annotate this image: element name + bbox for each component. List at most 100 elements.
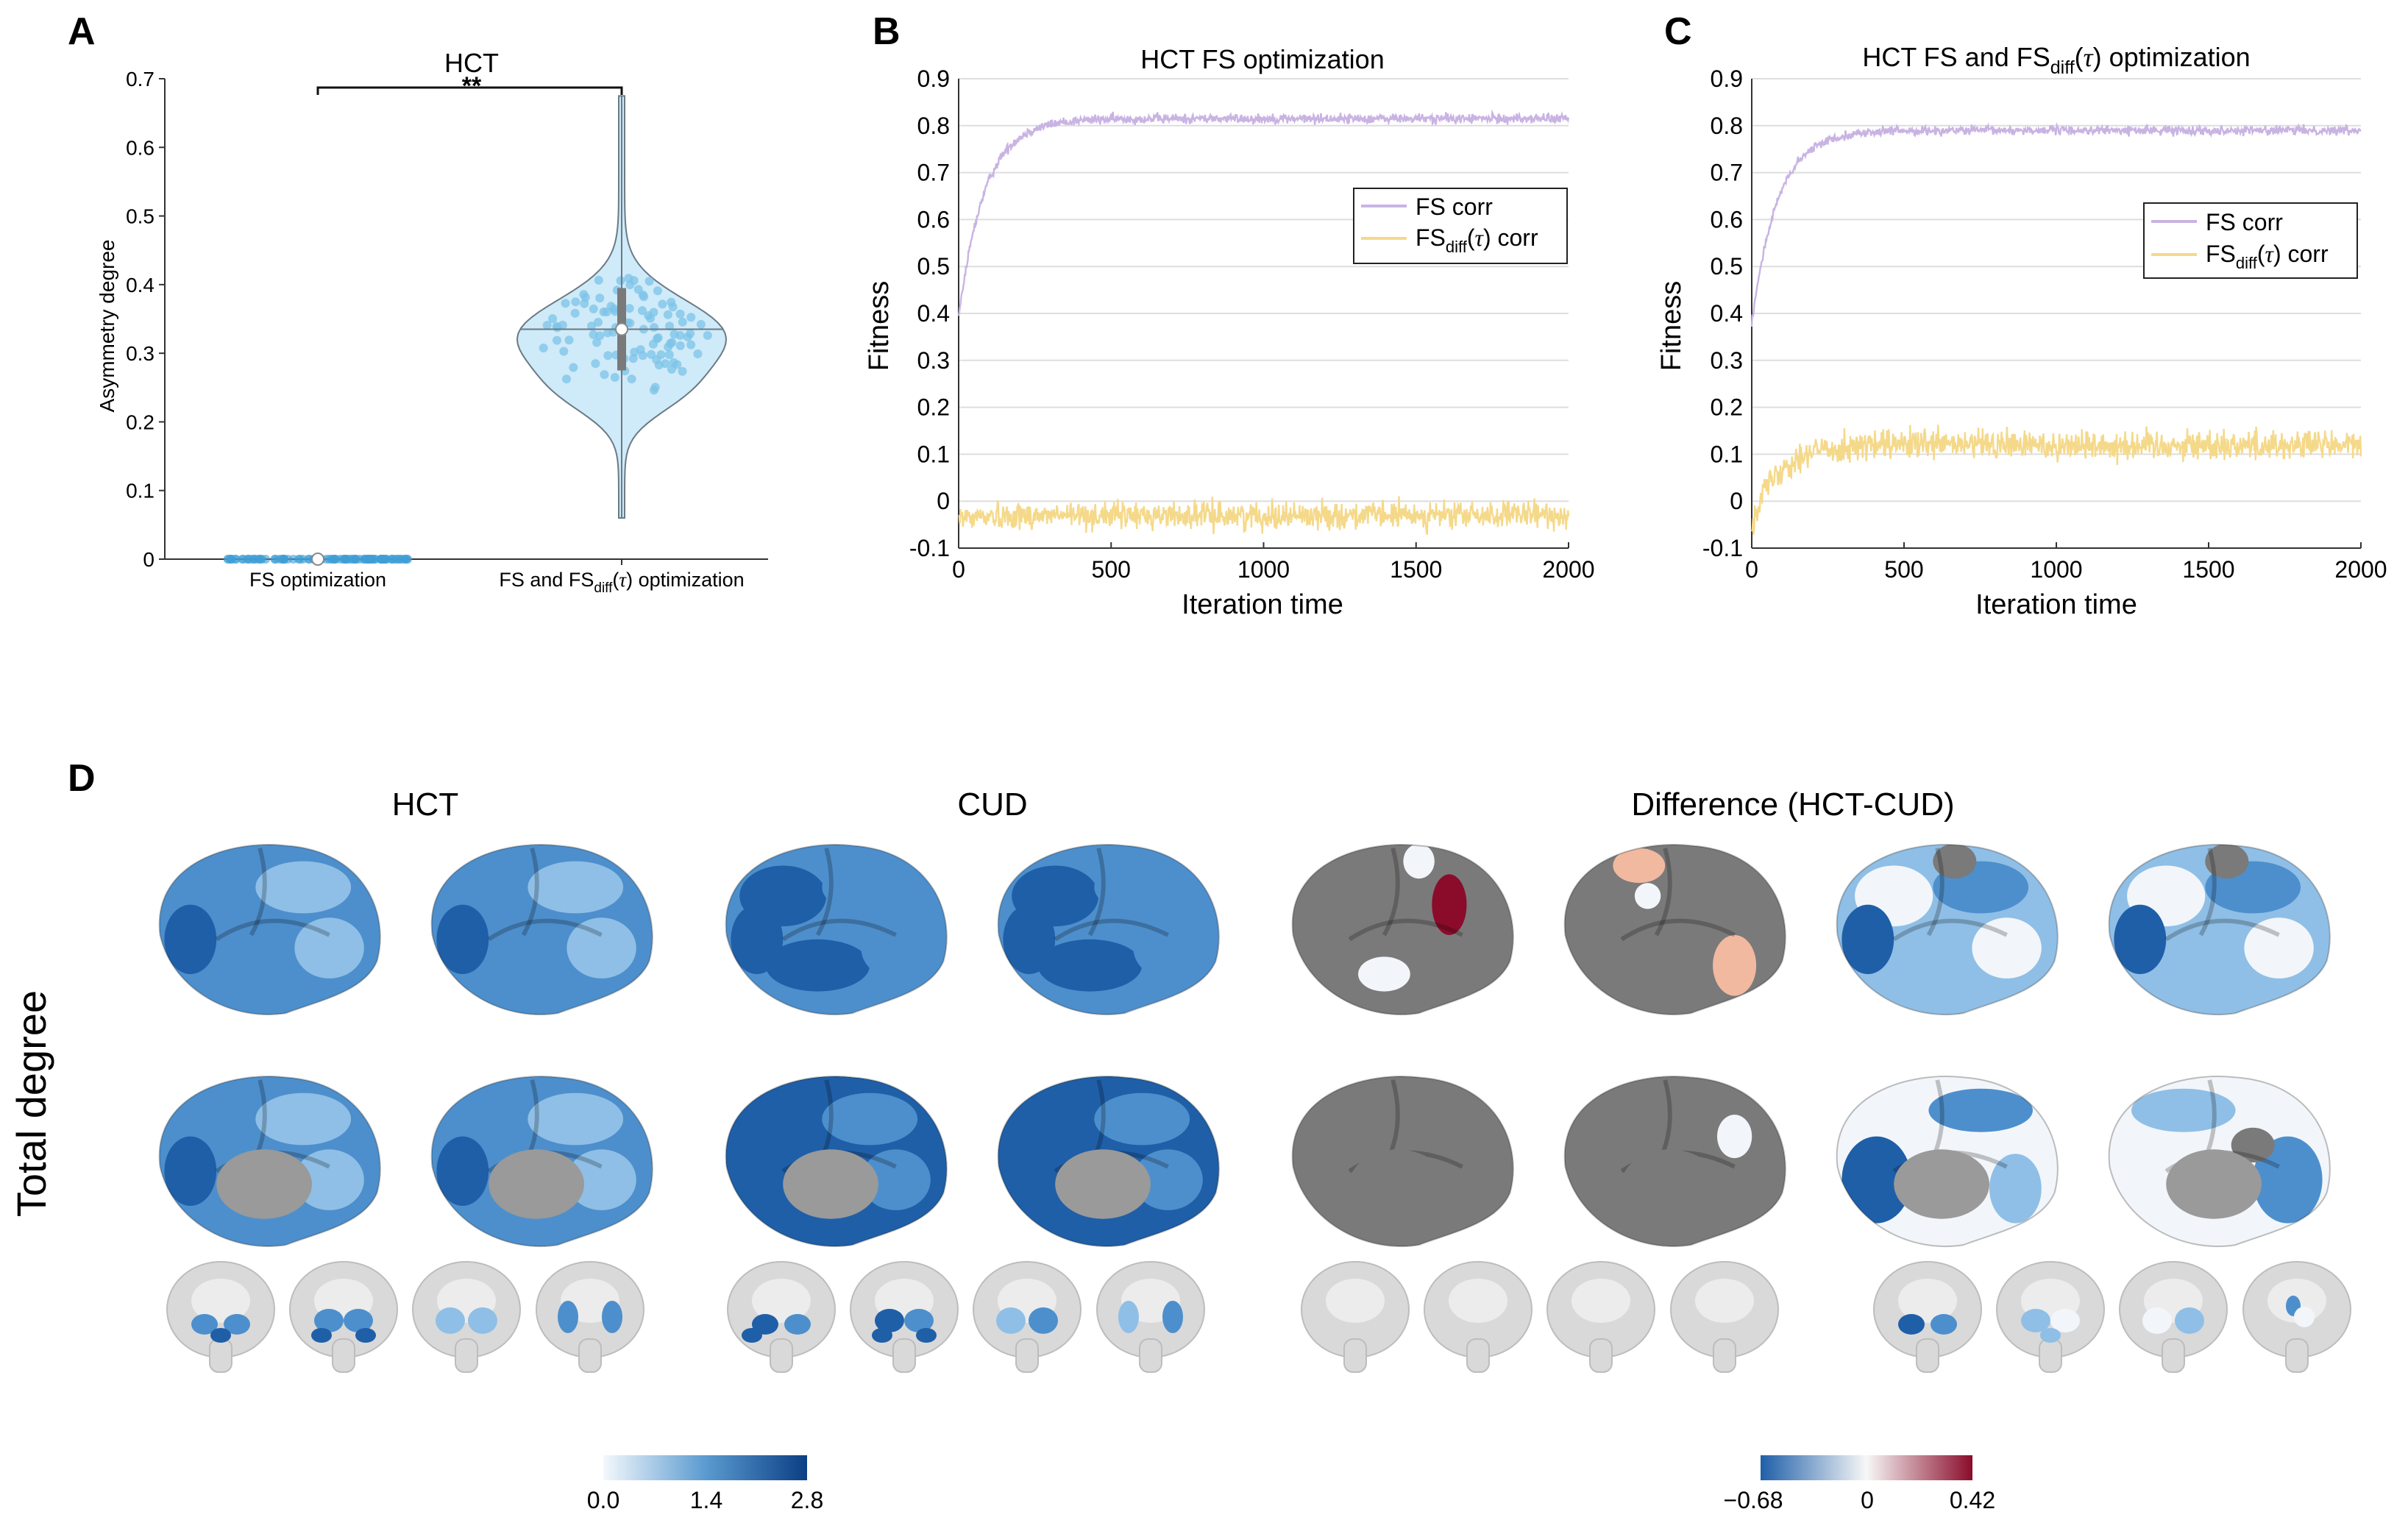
subcortical-region [875, 1309, 904, 1332]
panel-a-median-marker [615, 322, 628, 336]
subcortical-region [2021, 1309, 2050, 1332]
series-fsdiff-corr [1750, 425, 2362, 535]
panel-d-brain-maps: Total degree HCT CUD Difference (HCT-CUD… [8, 786, 2351, 1513]
brain-surface [1564, 845, 1786, 1015]
panel-a-data-point [589, 304, 598, 313]
brain-region [1713, 934, 1757, 996]
brain-region [1989, 1154, 2042, 1224]
brain-sulcus [249, 848, 267, 937]
brain-region [1634, 883, 1661, 909]
panel-a-data-point [628, 354, 638, 363]
brain-region [1358, 956, 1410, 992]
panel-a-data-point [589, 330, 598, 339]
brain-cud-lateral-left [725, 845, 947, 1015]
brain-region [164, 1136, 217, 1207]
subcortical-region [311, 1328, 332, 1343]
ytick-label: 0.9 [1711, 65, 1743, 92]
brain-outline [1291, 844, 1514, 1016]
ytick-label: 0.4 [1711, 300, 1743, 327]
panel-a-data-point [542, 321, 552, 330]
brain-midline-region [2166, 1149, 2262, 1219]
xtick-label: 500 [1884, 556, 1923, 583]
subcortical-region [752, 1314, 778, 1335]
brainstem [1139, 1338, 1162, 1373]
panel-c-title-tau: τ [2084, 43, 2094, 72]
brain-region [765, 939, 870, 992]
panel-a-data-point [654, 361, 664, 370]
panel-b-legend-fsdiff-label: FSdiff(τ) corr [1416, 224, 1538, 256]
ytick-label: -0.1 [1702, 535, 1743, 561]
panel-a-data-point [569, 363, 578, 372]
brain-region [567, 917, 636, 979]
xtick-label: 1500 [2182, 556, 2234, 583]
brain-region [2205, 845, 2249, 879]
brain-region [528, 861, 624, 914]
series-fs-corr [957, 109, 1570, 316]
coronal-group0-slice3 [536, 1261, 644, 1373]
panel-a-category-1: FS optimization [249, 569, 386, 591]
brain-region [1972, 917, 2042, 979]
brain-region [471, 939, 576, 992]
panel-a-data-point [686, 340, 696, 349]
brain-renderings [158, 844, 2351, 1373]
panel-a-data-point [402, 555, 412, 564]
brain-region [2253, 1136, 2323, 1224]
brain-region [2114, 904, 2167, 975]
brain-outline [430, 1076, 653, 1248]
xtick-label: 0 [1745, 556, 1758, 583]
white-matter [752, 1279, 811, 1323]
ytick-label: 0.2 [917, 394, 950, 421]
panel-c-legend-fsdiff-tau: τ [2265, 241, 2275, 267]
panel-a-data-point [693, 349, 703, 358]
panel-c-legend-fsdiff-close: ) [2273, 241, 2288, 267]
brain-region [1717, 1115, 1752, 1159]
white-matter [1571, 1279, 1630, 1323]
ytick-label: 0.8 [1711, 113, 1743, 139]
ytick-label: 0.4 [917, 300, 950, 327]
subcortical-region [2040, 1328, 2061, 1343]
panel-a-data-point [629, 276, 639, 285]
panel-a-data-point [644, 310, 653, 320]
panel-a-data-point [570, 308, 580, 318]
brain-region [255, 1093, 352, 1146]
panel-a-ytick-label: 0.7 [126, 68, 155, 90]
coronal-group1-slice0 [727, 1261, 836, 1373]
panel-b-ylabel: Fitness [864, 281, 895, 371]
panel-a-data-point [305, 555, 314, 564]
panel-a-data-point [633, 285, 643, 294]
brain-sulcus [1620, 918, 1736, 942]
brain-sulcus [2198, 848, 2217, 937]
coronal-group1-slice3 [1096, 1261, 1205, 1373]
brain-outline [997, 1076, 1220, 1248]
ytick-label: 0.3 [917, 347, 950, 374]
brain-region [436, 904, 489, 975]
panel-a-category-2-sub: diff [594, 580, 613, 596]
brain-region [1133, 1149, 1203, 1210]
panel-a-data-point [602, 308, 611, 317]
coronal-group3-slice3 [2242, 1261, 2351, 1373]
brain-outline [158, 844, 381, 1016]
brain-region [294, 917, 364, 979]
colorbar-blue-tick-mid: 1.4 [690, 1487, 722, 1513]
brain-region [567, 1149, 636, 1210]
brain-hct-lateral-left [159, 845, 380, 1015]
panel-a-data-point [667, 297, 676, 307]
brain-outline [430, 844, 653, 1016]
panel-a-data-point [330, 555, 340, 564]
panel-c-legend-box [2143, 202, 2358, 279]
panel-b-title: HCT FS optimization [1140, 44, 1384, 74]
panel-a-significance-bracket [316, 86, 623, 95]
panel-a-data-point [664, 342, 673, 352]
brain-hct-lateral-right [431, 845, 653, 1015]
panel-a-category-2: FS and FSdiff(τ) optimization [499, 569, 744, 596]
panel-c-legend-fsdiff-label: FSdiff(τ) corr [2206, 241, 2329, 272]
brainstem [1589, 1338, 1613, 1373]
brain-outline [1563, 844, 1786, 1016]
brain-sulcus [215, 918, 330, 942]
panel-a-data-point [595, 294, 605, 303]
panel-b-legend-fsdiff-sub: diff [1446, 238, 1468, 256]
panel-c-title: HCT FS and FSdiff(τ) optimization [1862, 42, 2250, 78]
panel-a-data-point [603, 351, 613, 361]
brain-outline [1291, 1076, 1514, 1248]
panel-a-data-point [667, 364, 676, 374]
